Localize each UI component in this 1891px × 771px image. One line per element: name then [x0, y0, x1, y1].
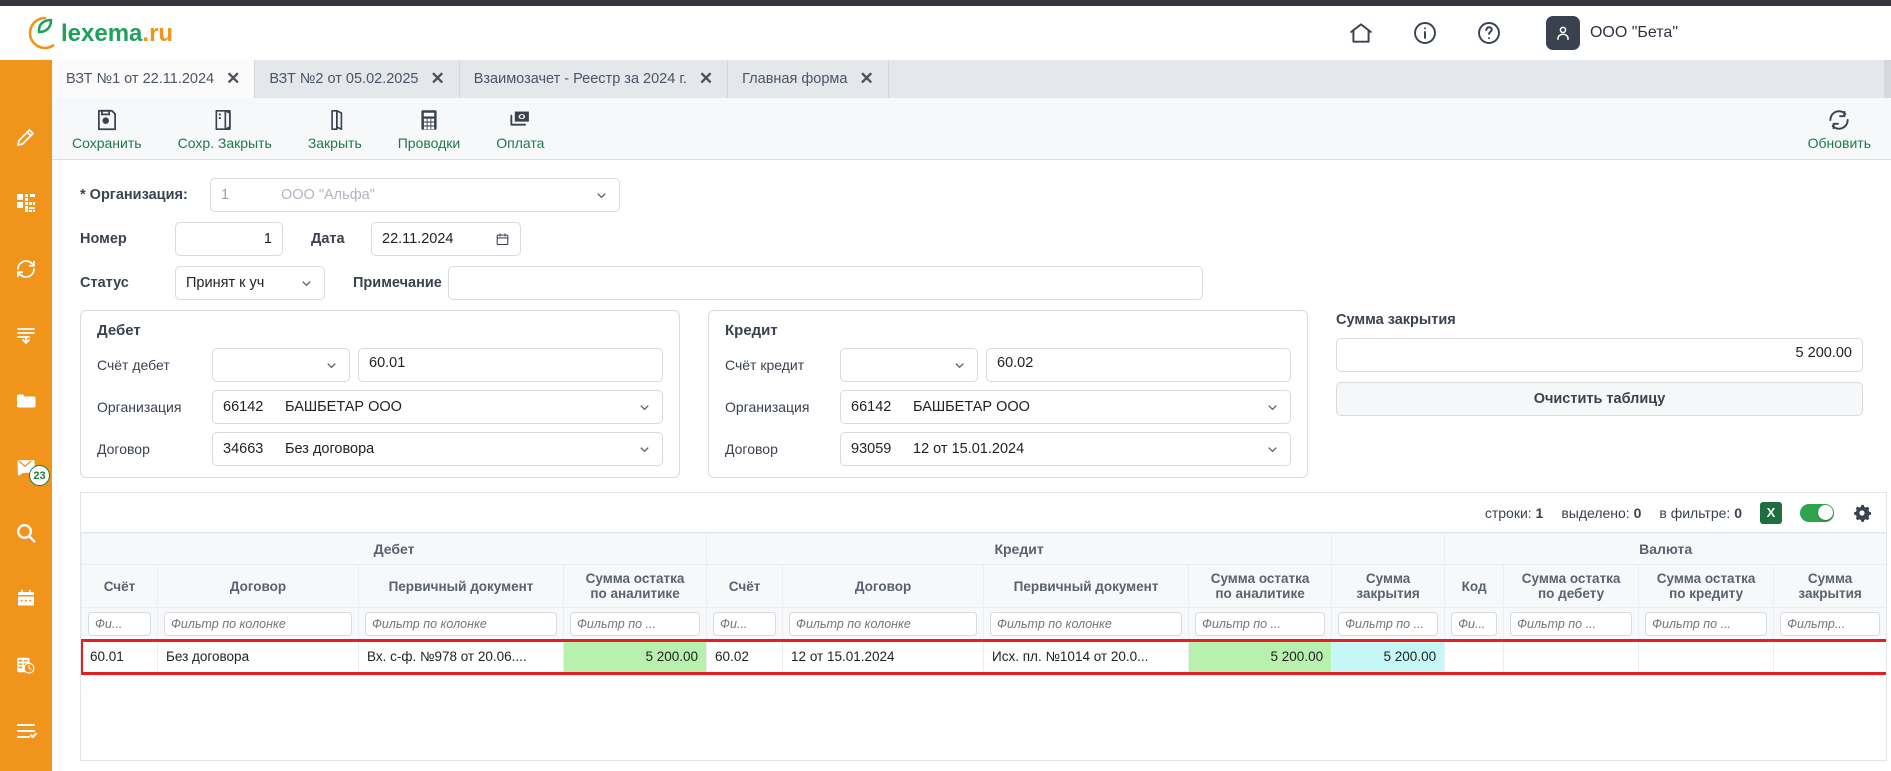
svg-text:lexema.ru: lexema.ru	[61, 20, 173, 47]
